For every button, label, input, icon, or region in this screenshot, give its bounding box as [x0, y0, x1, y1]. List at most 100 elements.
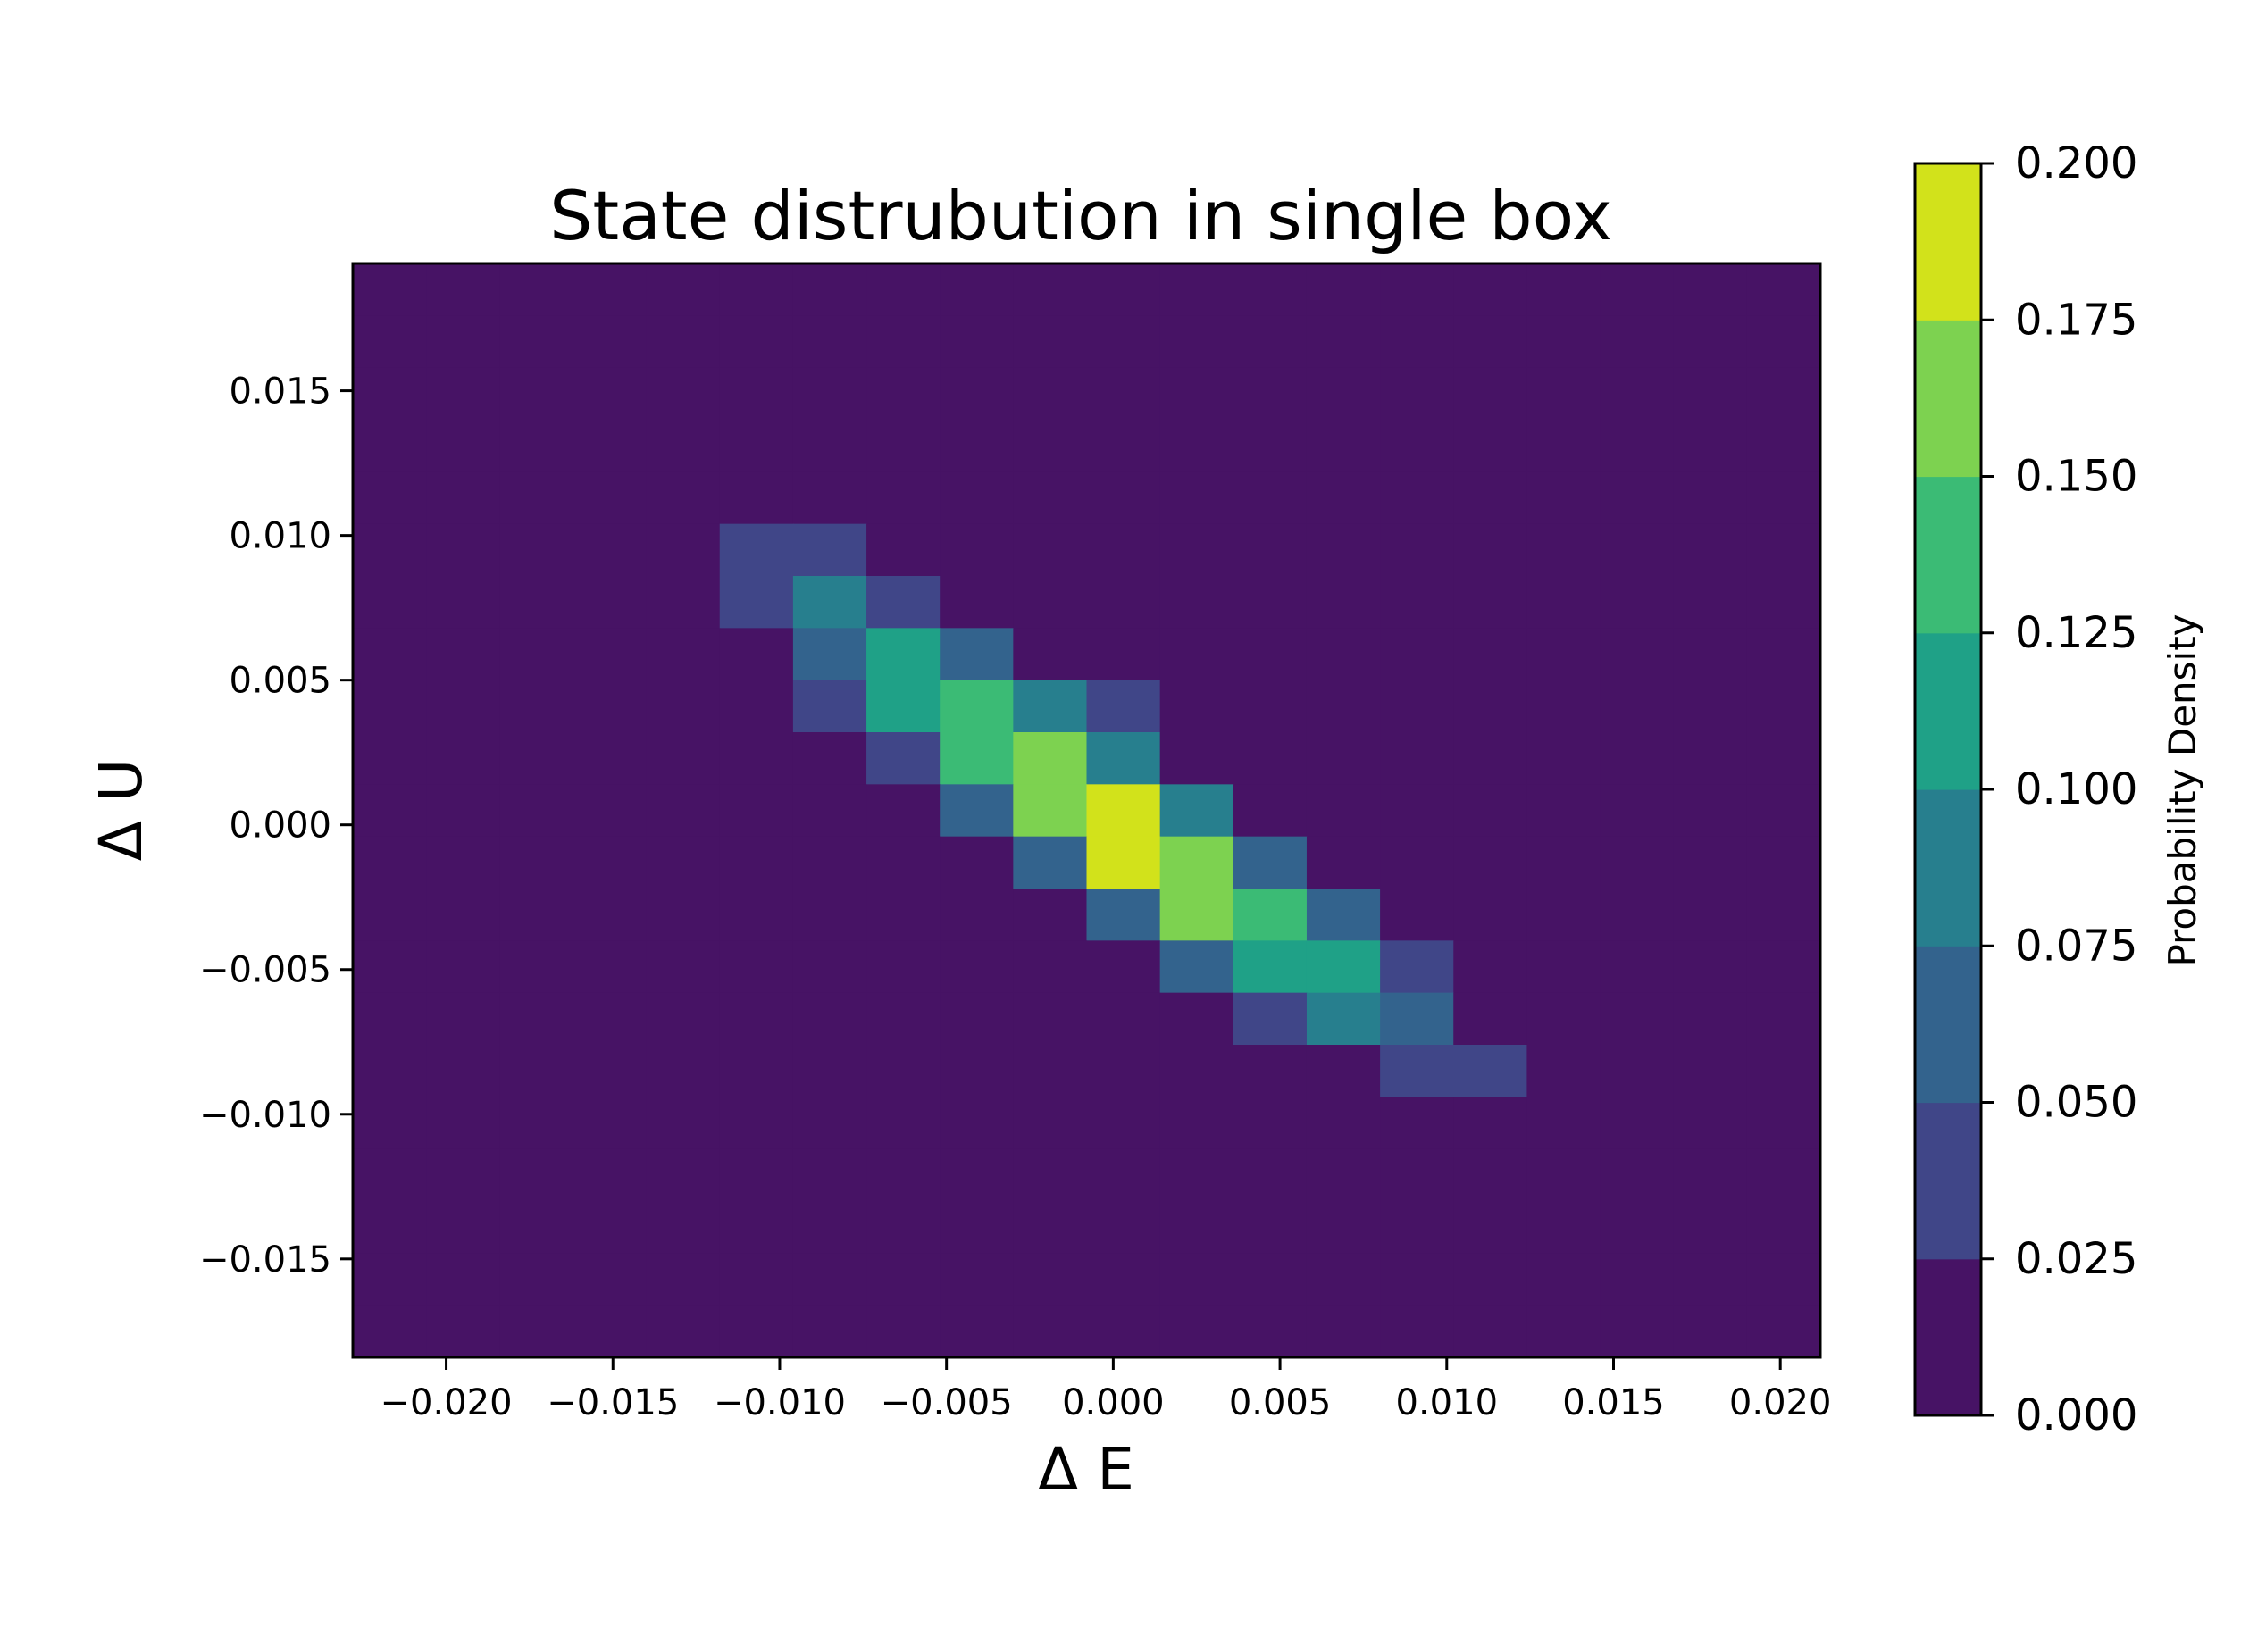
heatmap-cell [353, 992, 427, 1046]
heatmap-cell [1380, 1253, 1454, 1306]
x-axis-label: Δ E [1038, 1435, 1134, 1504]
y-tick-label: −0.015 [199, 1239, 331, 1281]
heatmap-cell [792, 1305, 867, 1358]
heatmap-cell [1233, 471, 1308, 525]
heatmap-cell [1086, 523, 1161, 577]
heatmap-cell [719, 1045, 794, 1097]
heatmap-cell [426, 523, 500, 577]
colorbar-tick-label: 0.125 [2015, 608, 2137, 658]
heatmap-cell [1600, 471, 1675, 525]
heatmap-cell [1306, 889, 1381, 941]
heatmap-cell [1233, 367, 1308, 421]
heatmap-cell [1600, 1201, 1675, 1254]
heatmap-cell [792, 523, 867, 577]
y-axis-label: Δ U [87, 759, 155, 861]
heatmap-cell [1306, 420, 1381, 472]
heatmap-cell [499, 1045, 574, 1097]
x-tick-label: −0.005 [881, 1382, 1013, 1423]
heatmap-cell [353, 784, 427, 838]
heatmap-cell [1746, 263, 1821, 316]
heatmap-cell [573, 523, 648, 577]
heatmap-cell [353, 263, 427, 316]
heatmap-cell [1086, 367, 1161, 421]
heatmap-cell [1746, 1201, 1821, 1254]
heatmap-cell [1380, 420, 1454, 472]
heatmap-cell [1086, 732, 1161, 785]
heatmap-cell [1159, 628, 1234, 681]
heatmap-cell [719, 992, 794, 1046]
heatmap-cell [646, 1305, 721, 1358]
heatmap-cell [1159, 576, 1234, 629]
heatmap-cell [1746, 523, 1821, 577]
heatmap-cell [1600, 1305, 1675, 1358]
heatmap-cell [499, 576, 574, 629]
heatmap-cell [1600, 1045, 1675, 1097]
heatmap-cell [1013, 263, 1088, 316]
colorbar-tick-label: 0.025 [2015, 1234, 2137, 1284]
heatmap-cell [1673, 732, 1748, 785]
heatmap-cell [1600, 576, 1675, 629]
heatmap-cell [866, 420, 941, 472]
heatmap-cell [1526, 836, 1601, 889]
heatmap-cell [1600, 315, 1675, 369]
heatmap-cell [426, 1045, 500, 1097]
heatmap-cell [1306, 576, 1381, 629]
heatmap-cell [426, 263, 500, 316]
heatmap-cell [1746, 1045, 1821, 1097]
heatmap-cell [573, 784, 648, 838]
plot-area-frame [351, 262, 1822, 1359]
heatmap-cell [1526, 523, 1601, 577]
heatmap-cell [573, 1253, 648, 1306]
colorbar-tick-label: 0.050 [2015, 1078, 2137, 1128]
heatmap-cell [866, 471, 941, 525]
heatmap-cell [573, 628, 648, 681]
heatmap-cell [1673, 628, 1748, 681]
heatmap-cell [792, 420, 867, 472]
heatmap-cell [646, 628, 721, 681]
heatmap-cell [1453, 420, 1527, 472]
heatmap-cell [426, 1253, 500, 1306]
heatmap-cell [1306, 732, 1381, 785]
heatmap-cell [1746, 471, 1821, 525]
heatmap-cell [1673, 889, 1748, 941]
heatmap-cell [792, 836, 867, 889]
heatmap-cell [1673, 1201, 1748, 1254]
x-tick-label: 0.010 [1396, 1382, 1499, 1423]
heatmap-cell [1086, 471, 1161, 525]
heatmap-cell [719, 940, 794, 994]
heatmap-cell [1233, 784, 1308, 838]
heatmap-cell [1013, 732, 1088, 785]
heatmap-cell [1013, 784, 1088, 838]
heatmap-cell [1746, 420, 1821, 472]
heatmap-cell [646, 732, 721, 785]
heatmap-cell [1746, 940, 1821, 994]
heatmap-cell [1233, 523, 1308, 577]
heatmap-cell [792, 992, 867, 1046]
heatmap-cell [1159, 1305, 1234, 1358]
heatmap-cell [353, 523, 427, 577]
heatmap-cell [1453, 1045, 1527, 1097]
heatmap-cell [426, 628, 500, 681]
heatmap-cell [1380, 263, 1454, 316]
heatmap-cell [1673, 836, 1748, 889]
heatmap-cell [1673, 315, 1748, 369]
heatmap-cell [1233, 628, 1308, 681]
heatmap-cell [1380, 1045, 1454, 1097]
chart-title: State distrubution in single box [549, 176, 1612, 255]
heatmap-cell [426, 836, 500, 889]
colorbar-tick-label: 0.075 [2015, 921, 2137, 971]
heatmap-cell [719, 836, 794, 889]
heatmap-cell [940, 1201, 1014, 1254]
colorbar-label: Probability Density [2161, 613, 2204, 966]
heatmap-cell [499, 1253, 574, 1306]
heatmap-cell [573, 367, 648, 421]
heatmap-cell [353, 1253, 427, 1306]
heatmap-cell [573, 420, 648, 472]
heatmap-cell [1380, 992, 1454, 1046]
heatmap-cell [426, 1148, 500, 1202]
heatmap-cell [1600, 1148, 1675, 1202]
heatmap-cell [646, 1253, 721, 1306]
heatmap-cell [1159, 1045, 1234, 1097]
heatmap-cell [866, 1148, 941, 1202]
heatmap-cell [1159, 1201, 1234, 1254]
